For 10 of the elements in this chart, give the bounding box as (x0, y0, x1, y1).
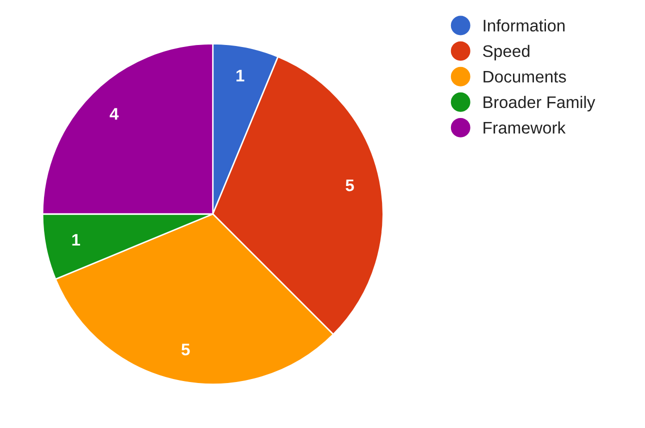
legend-label: Speed (483, 44, 530, 60)
data-label: 4 (110, 108, 119, 120)
legend-label: Documents (484, 70, 566, 83)
legend-label: Framework (484, 121, 566, 134)
data-label: 5 (181, 344, 190, 356)
data-label: 1 (236, 70, 244, 82)
legend-label: Broader Family (484, 96, 596, 112)
data-label: 5 (346, 180, 354, 192)
data-label: 1 (72, 234, 80, 246)
legend-label: Information (484, 19, 565, 32)
